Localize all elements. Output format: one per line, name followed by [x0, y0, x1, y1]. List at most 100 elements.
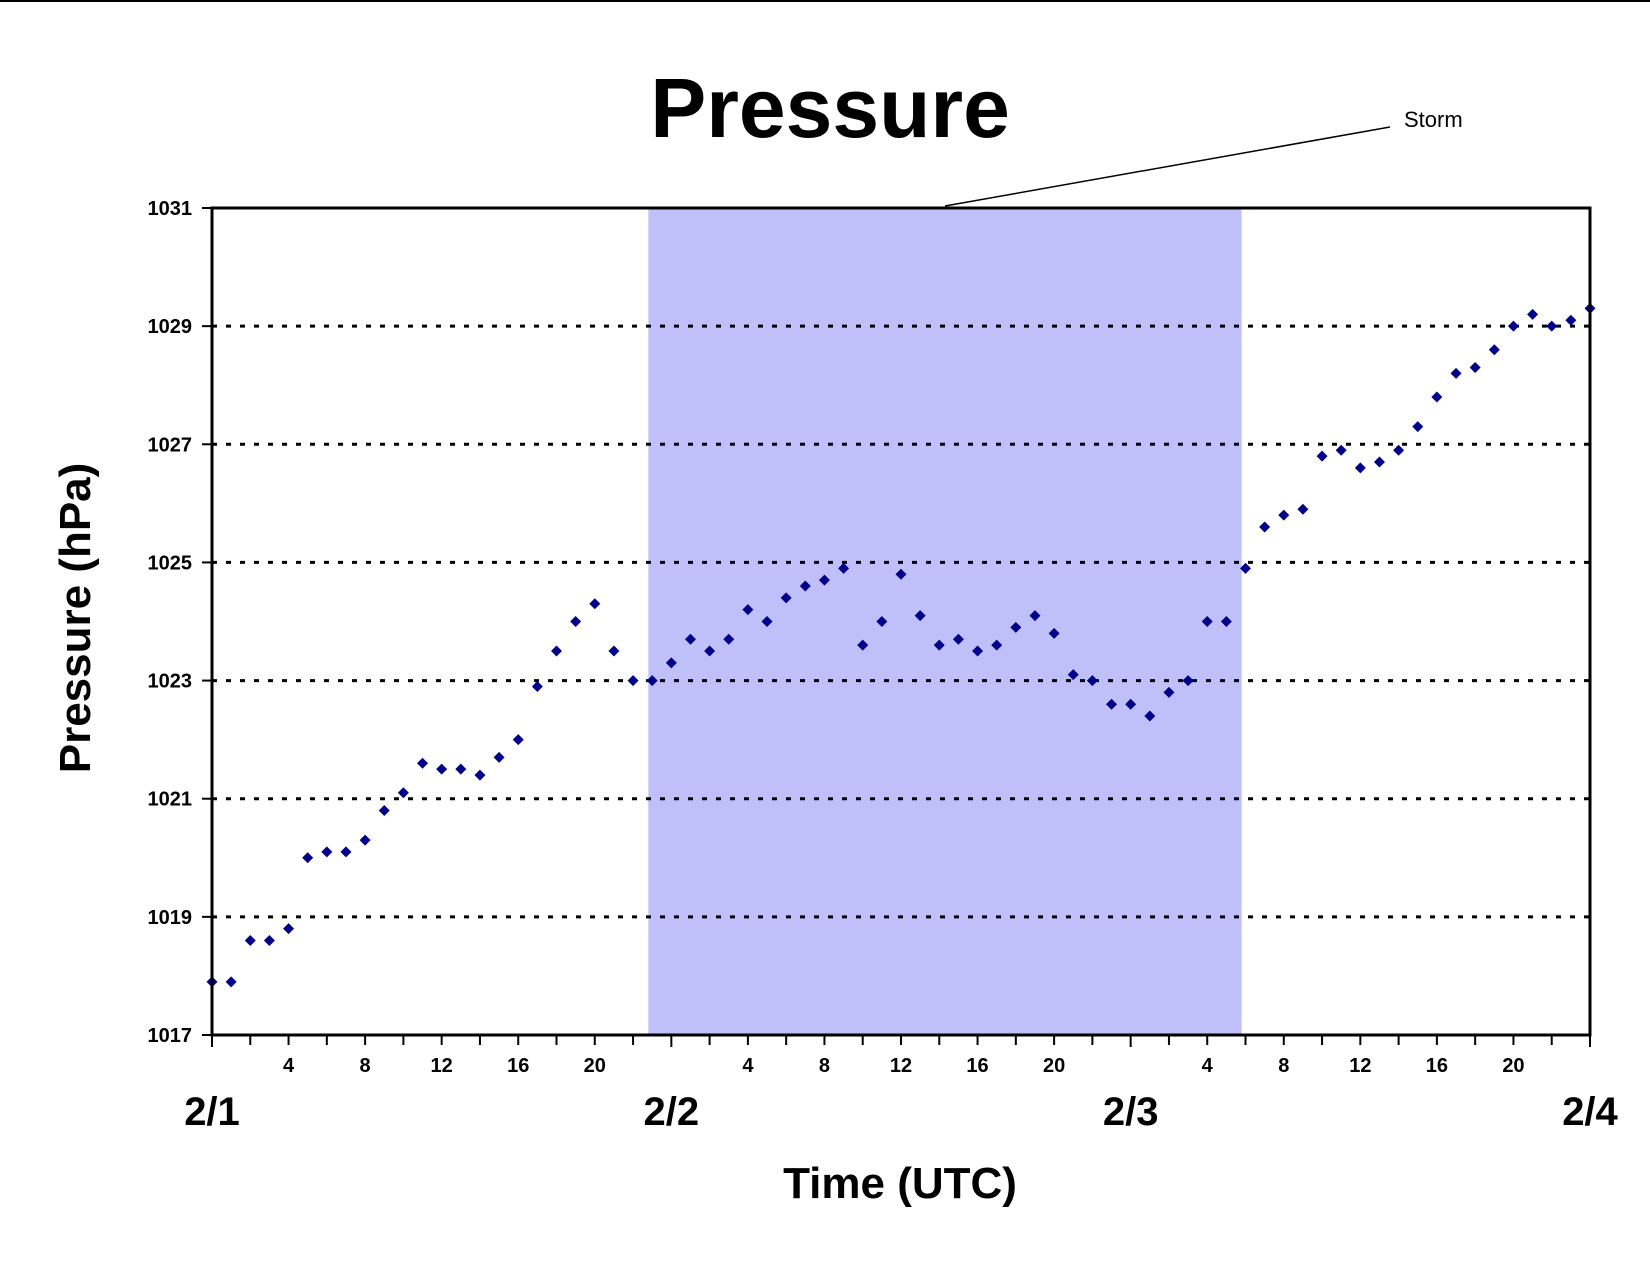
x-axis-label: Time (UTC)	[783, 1159, 1017, 1208]
data-point	[225, 976, 237, 988]
data-point	[359, 834, 371, 846]
data-point	[972, 645, 984, 657]
data-point	[1106, 698, 1118, 710]
plot-frame	[210, 206, 1592, 1037]
x-tick-label: 8	[1278, 1055, 1289, 1077]
x-tick-label: 16	[966, 1055, 988, 1077]
data-point	[608, 645, 620, 657]
data-point	[551, 645, 562, 657]
data-point	[244, 934, 256, 946]
x-tick-label: 8	[360, 1055, 371, 1077]
chart-title: Pressure	[650, 61, 1010, 155]
data-point	[1412, 421, 1424, 433]
data-point	[1201, 616, 1213, 627]
data-point	[1335, 444, 1347, 456]
data-point	[1565, 314, 1577, 326]
y-tick-label: 1025	[148, 552, 193, 574]
data-point	[493, 751, 505, 763]
y-axis-label: Pressure (hPa)	[51, 463, 100, 774]
day-label: 2/4	[1562, 1090, 1618, 1134]
x-tick-label: 20	[1043, 1055, 1065, 1077]
data-point	[397, 787, 409, 799]
data-point	[1527, 308, 1539, 320]
data-point	[512, 734, 524, 746]
data-point	[723, 633, 735, 645]
data-point	[302, 852, 314, 864]
data-point	[1373, 456, 1385, 468]
data-point	[436, 763, 448, 775]
data-point	[570, 616, 582, 627]
data-point	[780, 592, 792, 604]
data-point	[838, 562, 850, 574]
data-point	[455, 763, 467, 775]
data-point	[1144, 710, 1156, 722]
data-point	[1240, 562, 1251, 574]
data-point	[646, 675, 658, 687]
day-label: 2/1	[184, 1090, 240, 1134]
data-point	[799, 580, 811, 592]
x-tick-label: 12	[890, 1055, 912, 1077]
data-point	[952, 633, 964, 645]
data-point	[1488, 344, 1500, 356]
x-tick-label: 8	[819, 1055, 830, 1077]
data-point	[991, 639, 1003, 651]
data-point	[627, 675, 639, 687]
storm-annotation-label: Storm	[1404, 107, 1463, 132]
data-point	[531, 680, 543, 692]
data-point	[1469, 361, 1481, 373]
x-tick-label: 4	[742, 1055, 754, 1077]
data-point	[914, 610, 926, 622]
data-point	[1048, 627, 1060, 639]
data-point	[761, 616, 773, 627]
data-point	[378, 805, 390, 817]
x-axis-ticks: 4 8 12 16 20 4 8 12 16 20 4 8 12 16 20	[211, 1035, 1591, 1077]
data-point	[1546, 320, 1558, 332]
data-point	[742, 604, 754, 616]
data-point	[474, 769, 486, 781]
data-point	[1507, 320, 1519, 332]
data-point	[704, 645, 716, 657]
y-tick-label: 1021	[148, 789, 193, 811]
storm-annotation-leader	[944, 126, 1391, 207]
gridlines	[212, 324, 1590, 919]
data-point	[1393, 444, 1405, 456]
data-point	[857, 639, 869, 651]
day-labels: 2/1 2/2 2/3 2/4	[184, 1090, 1618, 1134]
data-point	[1010, 621, 1022, 633]
x-tick-label: 4	[1202, 1055, 1214, 1077]
data-point	[876, 616, 888, 627]
x-tick-label: 4	[283, 1055, 295, 1077]
data-point	[1278, 509, 1290, 521]
data-points	[206, 302, 1596, 988]
y-tick-label: 1023	[148, 671, 193, 693]
data-point	[895, 568, 907, 580]
data-point	[1086, 675, 1098, 687]
data-point	[684, 633, 696, 645]
data-point	[1220, 616, 1232, 627]
data-point	[1125, 698, 1137, 710]
y-tick-label: 1027	[148, 434, 193, 456]
data-point	[283, 923, 295, 935]
data-point	[589, 598, 601, 610]
data-point	[1029, 610, 1041, 622]
y-tick-label: 1031	[148, 198, 193, 220]
data-point	[1450, 367, 1462, 379]
data-point	[1354, 462, 1366, 474]
day-label: 2/3	[1103, 1090, 1159, 1134]
y-tick-label: 1017	[148, 1025, 193, 1047]
y-tick-label: 1019	[148, 907, 193, 929]
x-tick-label: 16	[1426, 1055, 1448, 1077]
data-point	[1067, 669, 1079, 681]
y-tick-label: 1029	[148, 316, 193, 338]
x-tick-label: 20	[1502, 1055, 1524, 1077]
data-point	[263, 934, 275, 946]
data-point	[1297, 503, 1309, 515]
storm-region-group: Storm	[648, 107, 1463, 1035]
x-tick-label: 16	[507, 1055, 529, 1077]
y-axis-ticks: 1017 1019 1021 1023 1025 1027 1029 1031	[148, 198, 212, 1047]
data-point	[933, 639, 945, 651]
data-point	[818, 574, 830, 586]
data-point	[321, 846, 333, 858]
data-point	[665, 657, 677, 669]
